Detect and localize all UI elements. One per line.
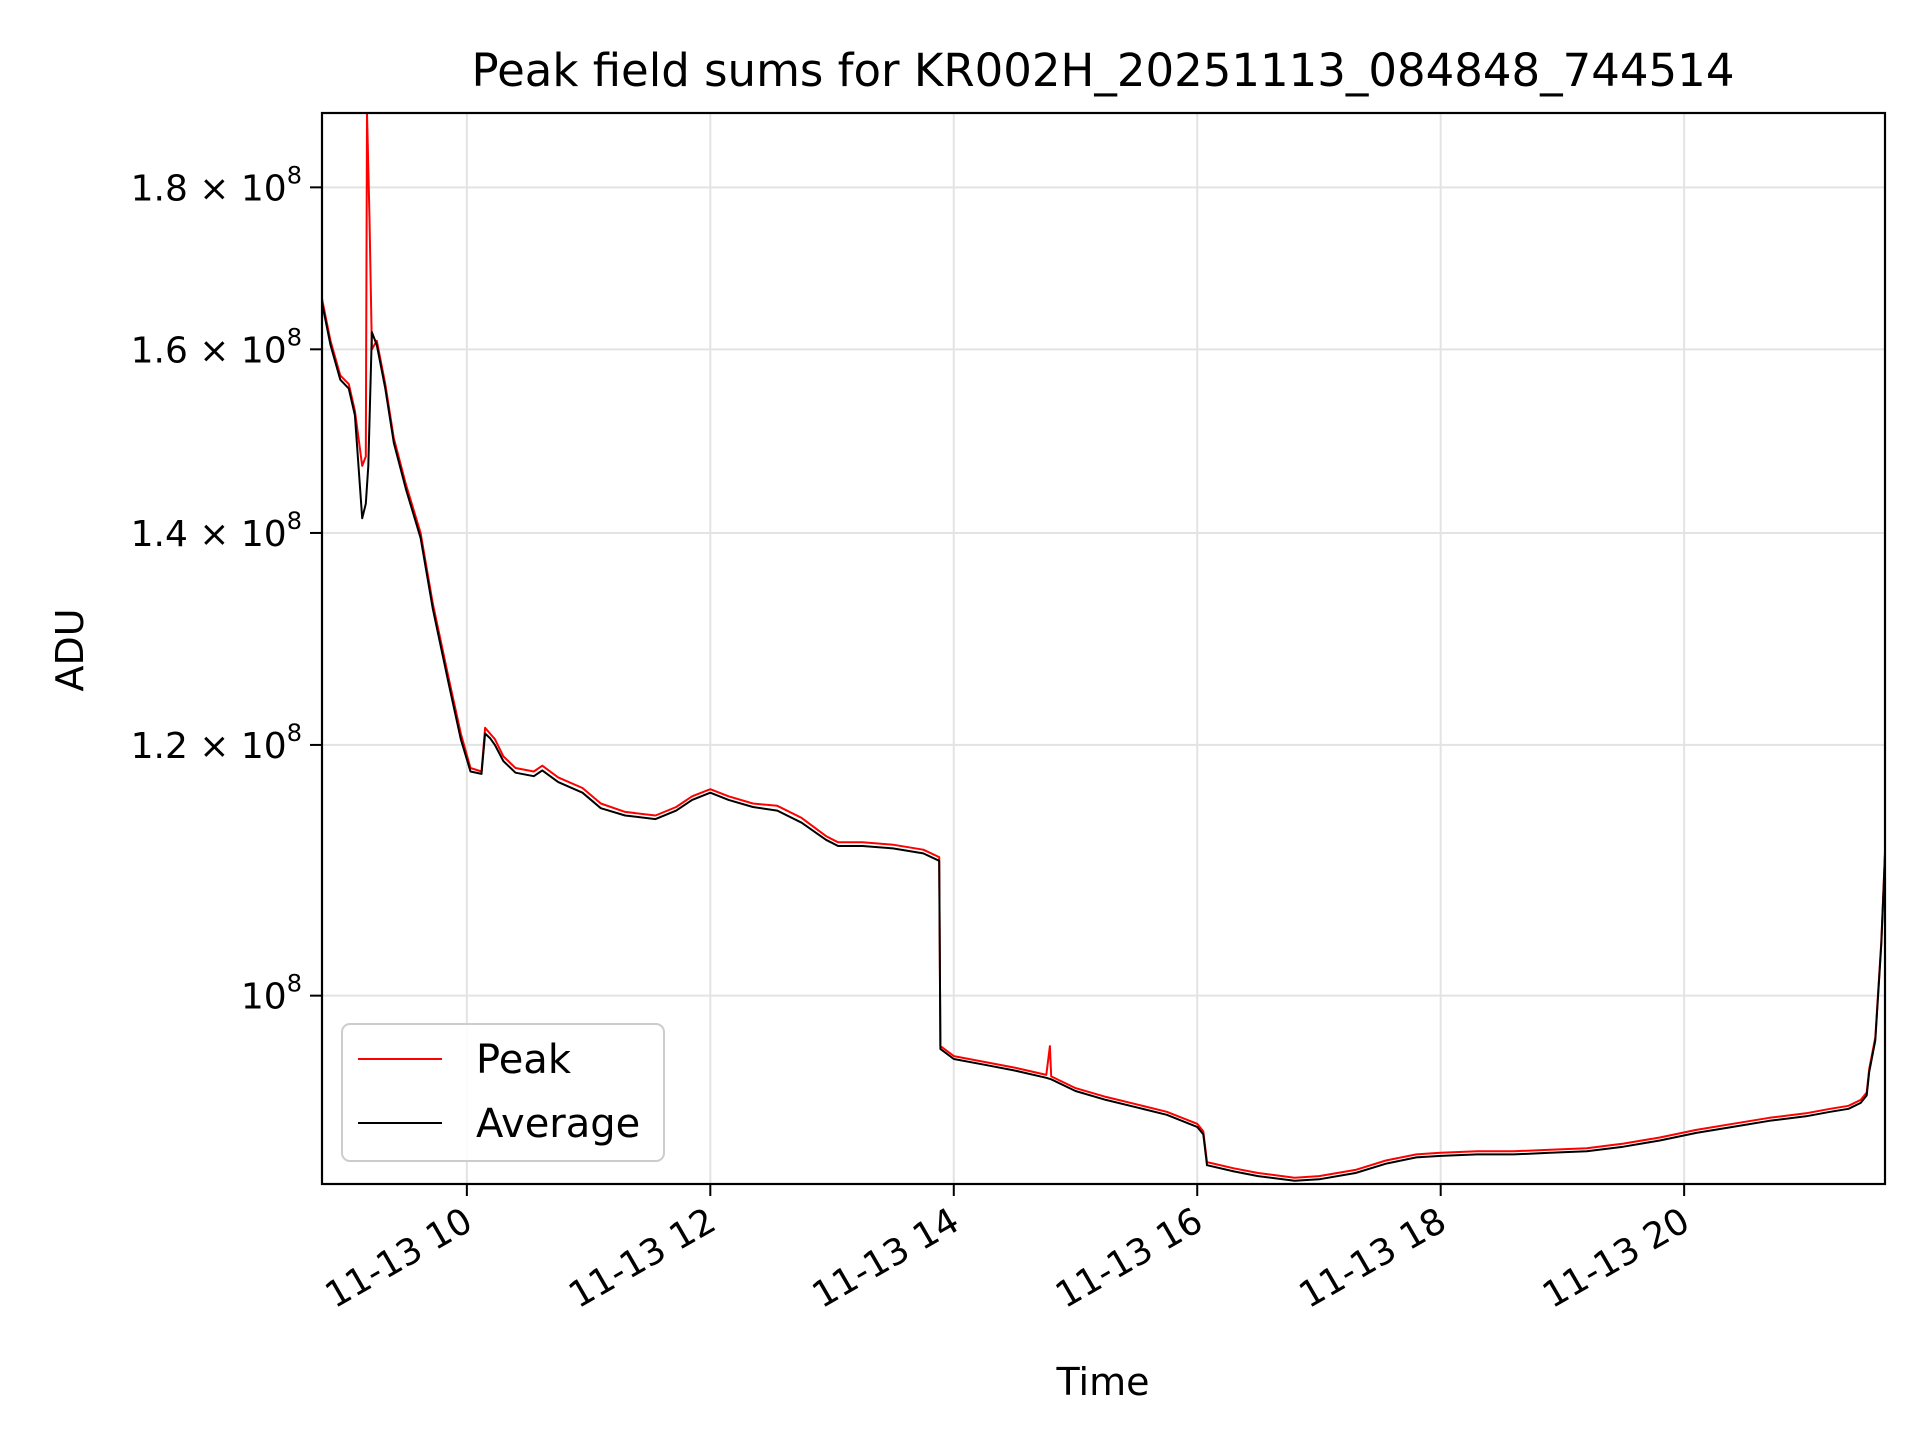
- series-layer: [322, 113, 1885, 1182]
- y-axis-label: ADU: [48, 608, 92, 691]
- legend: Peak Average: [341, 1023, 665, 1162]
- x-axis-label: Time: [1056, 1360, 1150, 1404]
- plot-frame: [320, 111, 1887, 1186]
- chart-title: Peak field sums for KR002H_20251113_0848…: [472, 44, 1735, 97]
- y-tick-label: 1.2 × 108: [131, 719, 302, 767]
- y-tick-label: 1.4 × 108: [131, 507, 302, 555]
- legend-label-average: Average: [476, 1101, 640, 1147]
- grid: [322, 113, 1885, 1184]
- y-tick-label: 1.8 × 108: [131, 161, 302, 209]
- legend-label-peak: Peak: [476, 1037, 572, 1083]
- y-tick-label: 1.6 × 108: [131, 323, 302, 371]
- series-line-average: [322, 302, 1885, 1182]
